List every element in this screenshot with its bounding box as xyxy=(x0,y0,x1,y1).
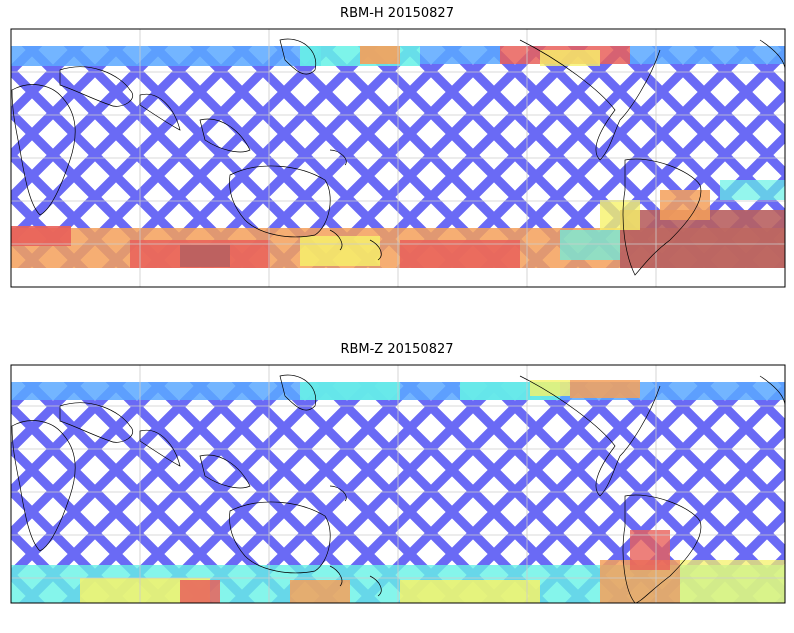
coastlines-top xyxy=(11,38,785,276)
panel-title-rbm-z: RBM-Z 20150827 xyxy=(340,342,454,357)
map-frame-top xyxy=(10,28,786,288)
swath-layer-top xyxy=(11,29,785,287)
swath-layer-bottom xyxy=(11,365,785,603)
panel-title-rbm-h: RBM-H 20150827 xyxy=(340,6,454,21)
coastlines-bottom xyxy=(11,374,785,603)
map-frame-bottom xyxy=(10,364,786,604)
